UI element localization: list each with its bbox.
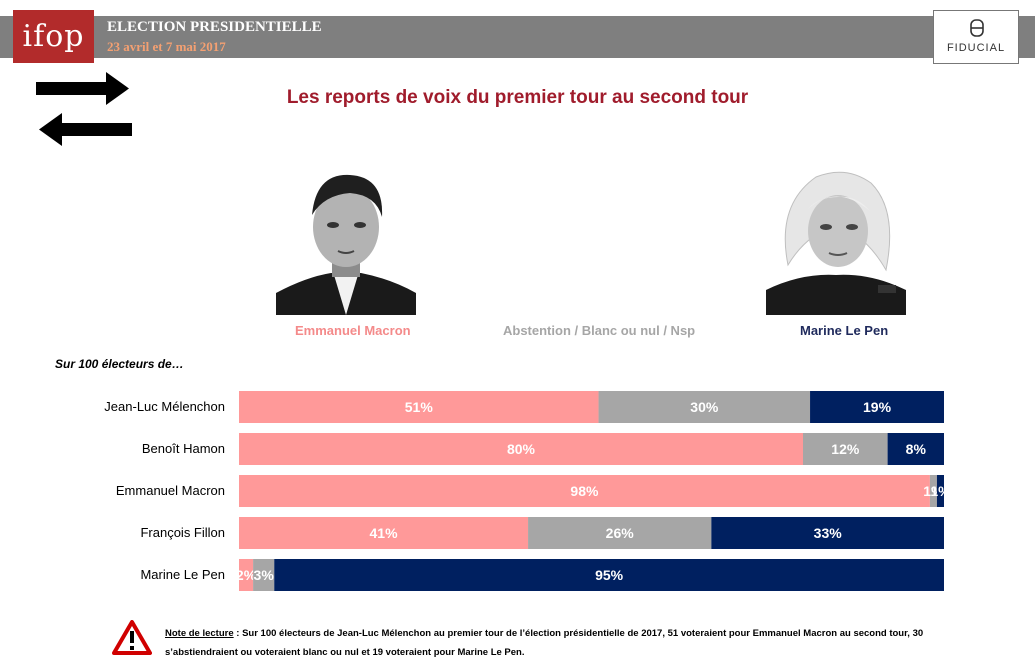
bar-segment xyxy=(274,559,944,591)
row-label: Jean-Luc Mélenchon xyxy=(104,399,225,414)
portrait-emmanuel-macron xyxy=(276,165,416,315)
bar-value-label: 95% xyxy=(595,567,624,583)
bar-segment xyxy=(253,559,275,591)
bar-segment xyxy=(803,433,888,465)
header-bar xyxy=(0,16,1035,58)
bar-segment xyxy=(239,391,599,423)
bar-value-label: 41% xyxy=(370,525,399,541)
bar-segment xyxy=(239,559,254,591)
bar-segment xyxy=(528,517,712,549)
fiducial-mark-icon xyxy=(970,19,984,37)
warning-icon xyxy=(112,620,152,655)
bar-value-label: 8% xyxy=(906,441,927,457)
bar-value-label: 3% xyxy=(254,567,275,583)
legend-abstention: Abstention / Blanc ou nul / Nsp xyxy=(503,323,696,338)
bar-segment xyxy=(810,391,944,423)
ifop-logo: ifop xyxy=(13,10,94,63)
bar-value-label: 2% xyxy=(236,567,257,583)
row-label: Marine Le Pen xyxy=(140,567,225,582)
chart-subtitle: Sur 100 électeurs de… xyxy=(55,357,184,371)
bar-value-label: 1% xyxy=(930,483,951,499)
bar-value-label: 98% xyxy=(570,483,599,499)
bar-segment xyxy=(239,475,930,507)
row-label: Benoît Hamon xyxy=(141,441,225,456)
row-label: François Fillon xyxy=(140,525,225,540)
bar-value-label: 80% xyxy=(507,441,536,457)
bar-value-label: 12% xyxy=(831,441,860,457)
bar-segment xyxy=(598,391,811,423)
bar-segment xyxy=(239,517,529,549)
header-dates: 23 avril et 7 mai 2017 xyxy=(107,39,226,54)
bar-value-label: 26% xyxy=(606,525,635,541)
row-label: Emmanuel Macron xyxy=(115,483,225,498)
bar-segment xyxy=(887,433,944,465)
note-label: Note de lecture xyxy=(165,628,234,639)
bar-segment xyxy=(239,433,803,465)
legend-lepen: Marine Le Pen xyxy=(800,323,889,338)
reading-note: Note de lecture : Sur 100 électeurs de J… xyxy=(165,624,985,662)
main-title: Les reports de voix du premier tour au s… xyxy=(286,87,749,108)
bar-value-label: 33% xyxy=(814,525,843,541)
bar-value-label: 51% xyxy=(405,399,434,415)
bar-value-label: 19% xyxy=(863,399,892,415)
header-title: ELECTION PRESIDENTIELLE xyxy=(107,19,322,35)
fiducial-text: FIDUCIAL xyxy=(946,42,1006,54)
note-body: : Sur 100 électeurs de Jean-Luc Mélencho… xyxy=(165,628,924,658)
bar-value-label: 30% xyxy=(690,399,719,415)
fiducial-logo: FIDUCIAL xyxy=(933,10,1019,64)
legend-macron: Emmanuel Macron xyxy=(295,323,411,338)
swap-arrows-icon xyxy=(36,72,132,146)
bar-segment xyxy=(929,475,937,507)
bar-segment xyxy=(711,517,944,549)
bar-segment xyxy=(936,475,944,507)
portrait-marine-le-pen xyxy=(766,165,906,315)
